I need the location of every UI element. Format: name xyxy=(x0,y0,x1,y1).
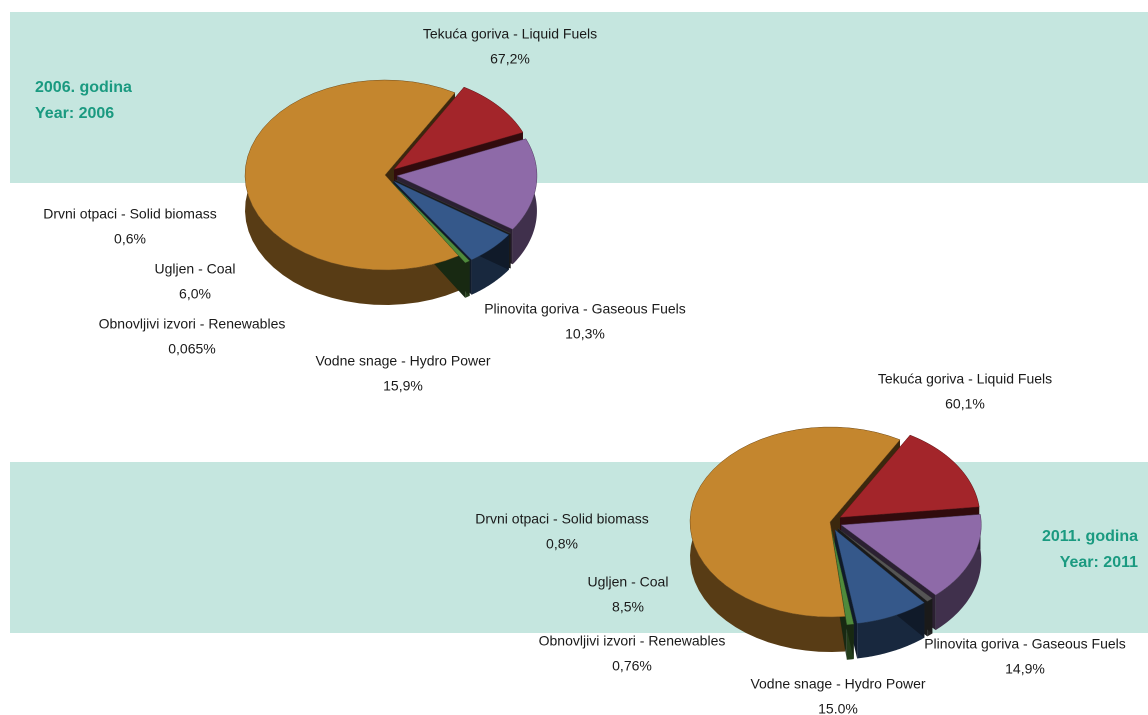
slice-value: 8,5% xyxy=(612,599,644,615)
slice-label: Vodne snage - Hydro Power xyxy=(750,676,925,692)
slice-value: 6,0% xyxy=(179,286,211,302)
pie-slice xyxy=(831,530,855,626)
slice-label: Tekuća goriva - Liquid Fuels xyxy=(423,26,597,42)
pie-slice xyxy=(391,181,471,264)
chart-title: 2011. godina xyxy=(1042,528,1138,545)
slice-label: Drvni otpaci - Solid biomass xyxy=(43,206,217,222)
slice-value: 0,76% xyxy=(612,658,652,674)
chart-title: 2006. godina xyxy=(35,79,132,96)
slice-label: Ugljen - Coal xyxy=(588,574,669,590)
pie-slice xyxy=(396,138,538,230)
pie-slice xyxy=(393,180,510,261)
pie-slice xyxy=(394,179,512,234)
slice-value: 0,6% xyxy=(114,231,146,247)
pie-slice xyxy=(840,514,982,596)
slice-value: 67,2% xyxy=(490,51,530,67)
slice-value: 15.0% xyxy=(818,701,858,715)
band xyxy=(10,12,1148,183)
slice-value: 10,3% xyxy=(565,326,605,342)
pie-slice xyxy=(834,528,925,624)
slice-label: Plinovita goriva - Gaseous Fuels xyxy=(484,301,686,317)
slice-label: Ugljen - Coal xyxy=(155,261,236,277)
slice-label: Tekuća goriva - Liquid Fuels xyxy=(878,371,1052,387)
slice-label: Plinovita goriva - Gaseous Fuels xyxy=(924,636,1126,652)
pie-slice xyxy=(393,86,524,170)
slice-value: 14,9% xyxy=(1005,661,1045,677)
slice-value: 0,8% xyxy=(546,536,578,552)
pie-slice xyxy=(839,434,980,518)
pie-slice xyxy=(689,426,901,618)
slice-value: 0,065% xyxy=(168,341,215,357)
slice-label: Vodne snage - Hydro Power xyxy=(315,353,490,369)
chart-subtitle: Year: 2011 xyxy=(1060,554,1138,571)
slice-value: 60,1% xyxy=(945,396,985,412)
slice-label: Obnovljivi izvori - Renewables xyxy=(99,316,286,332)
slice-label: Drvni otpaci - Solid biomass xyxy=(475,511,649,527)
pie-slice xyxy=(244,79,460,271)
slice-label: Obnovljivi izvori - Renewables xyxy=(539,633,726,649)
slice-value: 15,9% xyxy=(383,378,423,394)
pie-slice xyxy=(837,528,933,602)
chart-subtitle: Year: 2006 xyxy=(35,105,114,122)
slice-side xyxy=(935,514,982,631)
